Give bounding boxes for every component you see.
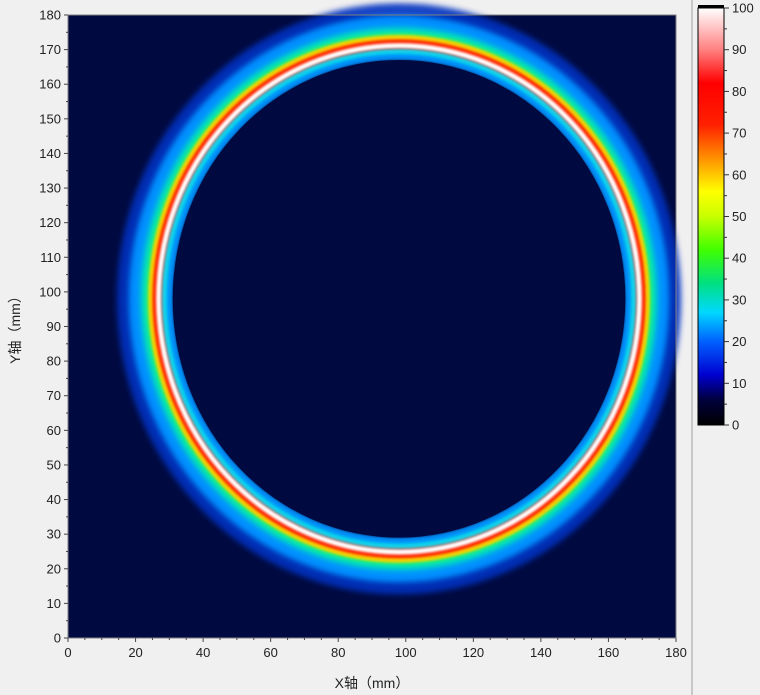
x-axis: 0 20 40 60 80 100 120 140 160 180 — [64, 638, 687, 660]
y-tick-label-15: 150 — [39, 111, 61, 126]
x-tick-label-2: 40 — [196, 645, 210, 660]
colorbar-tick-label-9: 90 — [732, 42, 746, 57]
colorbar: 0 10 20 30 40 50 60 70 80 90 100 — [697, 1, 754, 433]
y-tick-label-11: 110 — [40, 250, 61, 265]
ring-band-9 — [161, 48, 637, 549]
x-tick-label-1: 20 — [128, 645, 142, 660]
colorbar-gradient — [697, 7, 725, 426]
y-tick-label-5: 50 — [47, 457, 61, 472]
x-tick-label-7: 140 — [530, 645, 552, 660]
y-axis: 0 10 20 30 40 50 60 70 80 90 100 110 120 130 140 150 160… — [39, 8, 68, 646]
y-tick-label-14: 140 — [39, 146, 61, 161]
y-tick-label-2: 20 — [47, 561, 61, 576]
x-tick-label-3: 60 — [263, 645, 277, 660]
colorbar-tick-label-7: 70 — [732, 126, 746, 141]
y-tick-label-17: 170 — [39, 42, 61, 57]
x-tick-label-0: 0 — [64, 645, 71, 660]
x-tick-label-9: 180 — [665, 645, 687, 660]
colorbar-tick-label-3: 30 — [732, 292, 746, 307]
x-tick-label-5: 100 — [395, 645, 417, 660]
colorbar-tick-label-2: 20 — [732, 334, 746, 349]
y-tick-label-12: 120 — [39, 215, 61, 230]
ring-band-10 — [166, 54, 632, 544]
y-tick-label-9: 90 — [47, 319, 61, 334]
colorbar-tick-label-1: 10 — [732, 376, 746, 391]
y-tick-label-13: 130 — [39, 181, 61, 196]
colorbar-tick-label-6: 60 — [732, 167, 746, 182]
y-tick-label-16: 160 — [39, 77, 61, 92]
colorbar-tick-label-8: 80 — [732, 84, 746, 99]
y-tick-label-3: 30 — [47, 527, 61, 542]
y-tick-label-7: 70 — [47, 388, 61, 403]
colorbar-top-marker — [698, 5, 724, 8]
colorbar-tick-label-4: 40 — [732, 251, 746, 266]
intensity-ring — [116, 3, 682, 595]
x-tick-label-6: 120 — [462, 645, 484, 660]
colorbar-ticks: 0 10 20 30 40 50 60 70 80 90 100 — [698, 1, 754, 433]
ring-band-7 — [156, 43, 642, 555]
y-tick-label-4: 40 — [47, 492, 61, 507]
y-axis-label: Y轴（mm） — [7, 289, 23, 364]
colorbar-tick-label-0: 0 — [732, 418, 739, 433]
x-axis-label: X轴（mm） — [335, 675, 410, 691]
y-tick-label-0: 0 — [54, 631, 61, 646]
x-tick-label-4: 80 — [331, 645, 345, 660]
colorbar-tick-label-10: 100 — [732, 1, 754, 16]
y-tick-label-6: 60 — [47, 423, 61, 438]
y-tick-label-1: 10 — [47, 596, 61, 611]
x-tick-label-8: 160 — [598, 645, 620, 660]
colorbar-tick-label-5: 50 — [732, 209, 746, 224]
ring-inner-hole — [172, 59, 626, 538]
y-tick-label-8: 80 — [47, 354, 61, 369]
y-tick-label-18: 180 — [39, 8, 61, 23]
y-tick-label-10: 100 — [39, 284, 61, 299]
